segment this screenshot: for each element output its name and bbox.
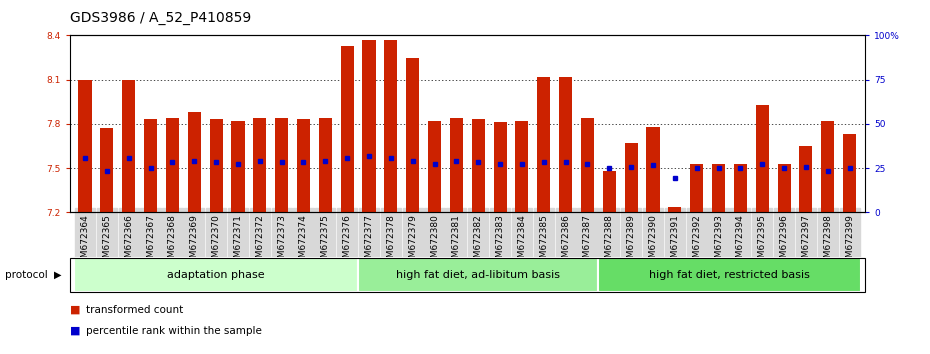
Bar <box>625 143 638 212</box>
Bar <box>428 121 441 212</box>
Bar <box>209 120 222 212</box>
Text: transformed count: transformed count <box>86 305 184 315</box>
Bar <box>472 120 485 212</box>
Bar <box>646 127 659 212</box>
Bar <box>821 121 834 212</box>
Bar <box>777 164 790 212</box>
Bar <box>538 77 551 212</box>
Bar <box>144 120 157 212</box>
Bar <box>319 118 332 212</box>
Bar <box>166 118 179 212</box>
Bar <box>78 80 91 212</box>
Bar <box>669 206 682 212</box>
Bar <box>603 171 616 212</box>
Bar <box>188 112 201 212</box>
Bar <box>515 121 528 212</box>
Bar <box>734 164 747 212</box>
Bar <box>253 118 266 212</box>
Text: ▶: ▶ <box>54 270 61 280</box>
Text: percentile rank within the sample: percentile rank within the sample <box>86 326 262 336</box>
Bar <box>275 118 288 212</box>
Bar <box>122 80 135 212</box>
Bar <box>100 129 113 212</box>
Bar <box>450 118 463 212</box>
Text: adaptation phase: adaptation phase <box>167 270 265 280</box>
Bar <box>712 164 725 212</box>
Bar <box>384 40 397 212</box>
Bar <box>363 40 376 212</box>
Text: GDS3986 / A_52_P410859: GDS3986 / A_52_P410859 <box>70 11 251 25</box>
Bar <box>581 118 594 212</box>
Bar <box>297 120 310 212</box>
Bar <box>690 164 703 212</box>
Bar <box>559 77 572 212</box>
Bar <box>406 58 419 212</box>
Bar <box>340 46 353 212</box>
Bar <box>232 121 245 212</box>
Bar <box>756 105 769 212</box>
Bar <box>844 134 857 212</box>
Text: high fat diet, restricted basis: high fat diet, restricted basis <box>649 270 810 280</box>
Bar <box>800 146 813 212</box>
Text: protocol: protocol <box>5 270 47 280</box>
Bar <box>494 122 507 212</box>
Text: ■: ■ <box>70 305 80 315</box>
Text: ■: ■ <box>70 326 80 336</box>
Text: high fat diet, ad-libitum basis: high fat diet, ad-libitum basis <box>396 270 560 280</box>
